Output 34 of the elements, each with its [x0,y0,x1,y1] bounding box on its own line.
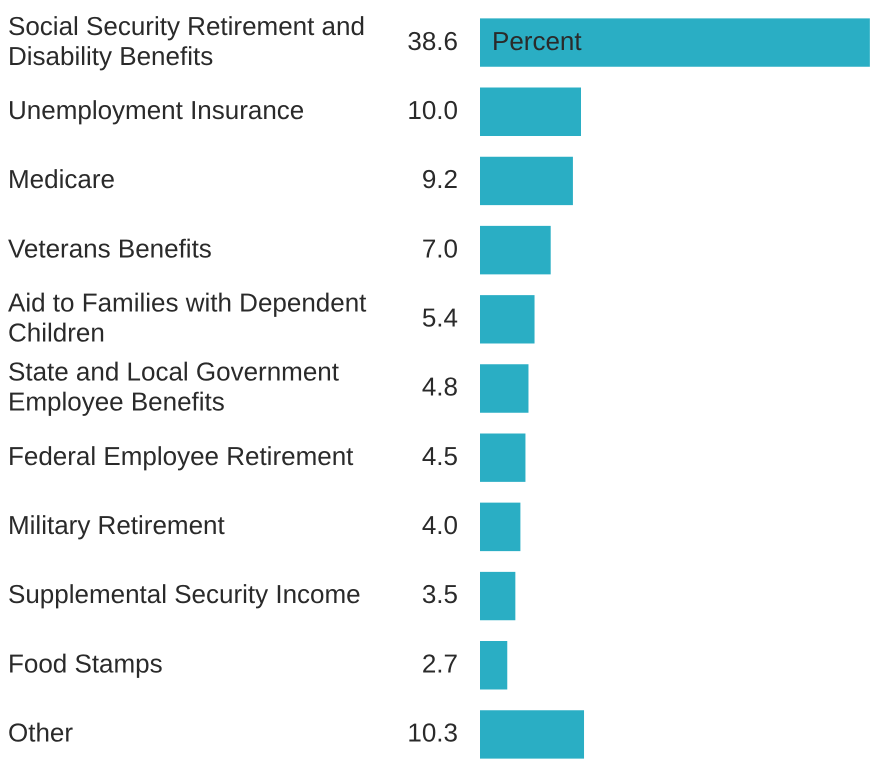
data-label: 9.2 [422,164,458,194]
data-label: 5.4 [422,302,458,332]
data-label: 7.0 [422,233,458,264]
data-label: 4.0 [422,510,458,540]
y-tick-label: Unemployment Insurance [8,94,304,125]
data-label: 10.3 [407,718,458,748]
bar [480,88,581,136]
bar [480,295,535,344]
y-tick-label: Social Security Retirement and Disability Benefits [8,10,365,71]
data-label: 3.5 [422,579,458,610]
bar [480,641,508,690]
y-tick-label: Federal Employee Retirement [8,440,354,471]
y-tick-label: Aid to Families with Dependent Children [8,287,368,348]
data-label: 2.7 [422,648,458,678]
bar [480,710,584,759]
data-label: 10.0 [407,94,458,125]
data-label: 4.5 [422,440,458,471]
bar [480,572,516,620]
bar [480,226,551,274]
bar [480,156,573,206]
annotation: Percent [492,26,582,56]
y-tick-label: Other [8,718,74,748]
bar [480,502,520,552]
bar [480,18,870,67]
y-tick-label: Military Retirement [8,510,226,540]
bar [480,364,528,413]
y-tick-label: State and Local Government Employee Benefits [8,356,340,417]
data-label: 38.6 [407,26,458,56]
y-tick-label: Food Stamps [8,648,163,678]
data-label: 4.8 [422,372,458,402]
y-tick-label: Medicare [8,164,115,194]
bar [480,433,526,482]
y-tick-label: Supplemental Security Income [8,579,361,610]
y-tick-label: Veterans Benefits [8,233,212,264]
